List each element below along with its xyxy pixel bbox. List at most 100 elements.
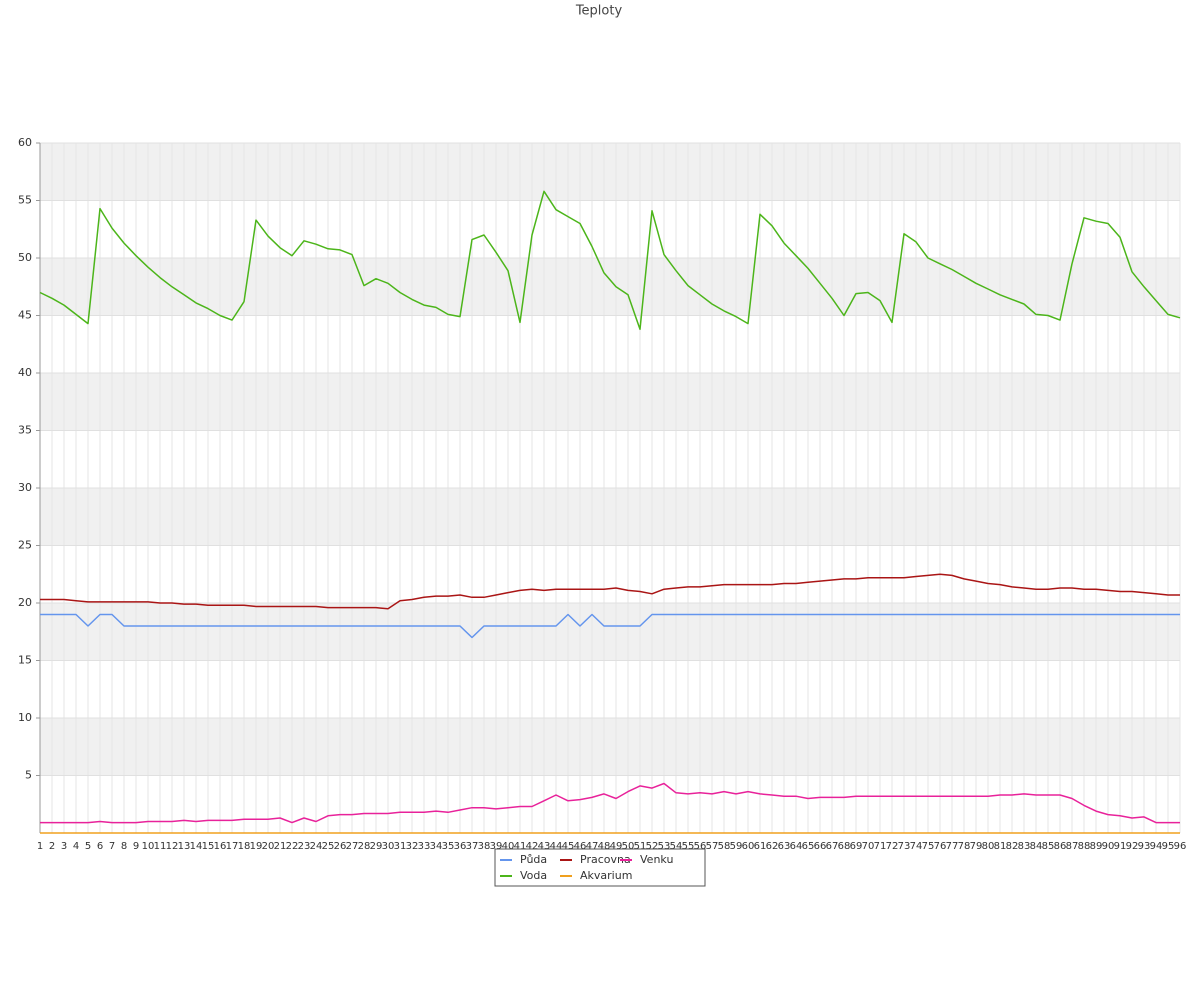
- grid-band: [40, 488, 1180, 546]
- x-tick-label: 47: [586, 841, 599, 852]
- y-tick-label: 60: [18, 136, 32, 149]
- x-tick-label: 24: [310, 841, 323, 852]
- x-tick-label: 50: [622, 841, 635, 852]
- y-tick-label: 40: [18, 366, 32, 379]
- x-tick-label: 58: [718, 841, 731, 852]
- x-tick-label: 63: [778, 841, 791, 852]
- legend-label: Venku: [640, 853, 673, 866]
- x-tick-label: 27: [346, 841, 359, 852]
- x-tick-label: 51: [634, 841, 647, 852]
- chart-title: Teploty: [575, 4, 623, 19]
- x-tick-label: 34: [430, 841, 443, 852]
- x-tick-label: 15: [202, 841, 215, 852]
- series-line: [40, 782, 1180, 824]
- x-tick-label: 92: [1126, 841, 1139, 852]
- x-tick-label: 79: [970, 841, 983, 852]
- x-tick-label: 41: [514, 841, 527, 852]
- x-tick-label: 46: [574, 841, 587, 852]
- x-tick-label: 23: [298, 841, 311, 852]
- x-tick-label: 57: [706, 841, 719, 852]
- x-tick-label: 36: [454, 841, 467, 852]
- x-tick-label: 13: [178, 841, 191, 852]
- x-tick-label: 25: [322, 841, 335, 852]
- x-tick-label: 52: [646, 841, 659, 852]
- x-tick-label: 8: [121, 841, 127, 852]
- x-tick-label: 11: [154, 841, 167, 852]
- grid-band: [40, 258, 1180, 316]
- x-tick-label: 4: [73, 841, 79, 852]
- x-tick-label: 72: [886, 841, 899, 852]
- y-tick-label: 30: [18, 481, 32, 494]
- x-tick-label: 39: [490, 841, 503, 852]
- legend-label: Půda: [520, 853, 547, 866]
- x-tick-label: 32: [406, 841, 419, 852]
- x-tick-label: 77: [946, 841, 959, 852]
- x-tick-label: 95: [1162, 841, 1175, 852]
- x-tick-label: 45: [562, 841, 575, 852]
- x-tick-label: 29: [370, 841, 383, 852]
- grid-band: [40, 143, 1180, 201]
- x-tick-label: 76: [934, 841, 947, 852]
- x-tick-label: 60: [742, 841, 755, 852]
- x-tick-label: 54: [670, 841, 683, 852]
- x-tick-label: 43: [538, 841, 551, 852]
- y-tick-label: 55: [18, 194, 32, 207]
- legend-label: Akvarium: [580, 869, 632, 882]
- x-tick-label: 88: [1078, 841, 1091, 852]
- legend: Půda Voda Pracovna Akvarium Venku: [500, 853, 673, 882]
- x-tick-label: 68: [838, 841, 851, 852]
- x-tick-label: 12: [166, 841, 179, 852]
- x-tick-label: 5: [85, 841, 91, 852]
- x-tick-label: 78: [958, 841, 971, 852]
- x-tick-label: 7: [109, 841, 115, 852]
- x-tick-label: 84: [1030, 841, 1043, 852]
- x-tick-label: 31: [394, 841, 407, 852]
- series-line: [39, 190, 1181, 331]
- x-tick-label: 10: [142, 841, 155, 852]
- y-tick-label: 50: [18, 251, 32, 264]
- series-line: [40, 613, 1180, 639]
- x-tick-label: 69: [850, 841, 863, 852]
- horizontal-grid: 5 10 15 20 25 30 35 40 45 50 55 60: [18, 136, 1180, 782]
- x-tick-label: 93: [1138, 841, 1151, 852]
- x-tick-label: 71: [874, 841, 887, 852]
- x-tick-label: 89: [1090, 841, 1103, 852]
- x-tick-label: 75: [922, 841, 935, 852]
- x-tick-label: 9: [133, 841, 139, 852]
- x-tick-label: 22: [286, 841, 299, 852]
- x-tick-label: 59: [730, 841, 743, 852]
- x-tick-label: 19: [250, 841, 263, 852]
- legend-label: Pracovna: [580, 853, 631, 866]
- x-tick-label: 81: [994, 841, 1007, 852]
- y-tick-label: 10: [18, 711, 32, 724]
- x-tick-label: 56: [694, 841, 707, 852]
- x-tick-label: 21: [274, 841, 287, 852]
- x-tick-label: 55: [682, 841, 695, 852]
- x-tick-label: 16: [214, 841, 227, 852]
- x-tick-label: 80: [982, 841, 995, 852]
- x-tick-label: 83: [1018, 841, 1031, 852]
- x-tick-label: 48: [598, 841, 611, 852]
- x-tick-label: 37: [466, 841, 479, 852]
- x-tick-label: 18: [238, 841, 251, 852]
- y-tick-label: 25: [18, 539, 32, 552]
- y-tick-label: 20: [18, 596, 32, 609]
- x-tick-label: 53: [658, 841, 671, 852]
- x-tick-label: 28: [358, 841, 371, 852]
- grid-band: [40, 718, 1180, 776]
- x-tick-label: 73: [898, 841, 911, 852]
- x-tick-label: 86: [1054, 841, 1067, 852]
- x-tick-label: 74: [910, 841, 923, 852]
- legend-box: [494, 848, 706, 887]
- x-labels: 1 2 3 4 5 6 7 8 9 10 11 12 13 14 15 16 17 18 19 20 21 22 23 24 2…: [37, 841, 1187, 852]
- x-tick-label: 40: [502, 841, 515, 852]
- x-tick-label: 6: [97, 841, 103, 852]
- grid-band: [40, 373, 1180, 431]
- legend-label: Voda: [520, 869, 547, 882]
- x-tick-label: 33: [418, 841, 431, 852]
- x-tick-label: 82: [1006, 841, 1019, 852]
- x-tick-label: 61: [754, 841, 767, 852]
- x-tick-label: 30: [382, 841, 395, 852]
- series-line: [40, 573, 1180, 610]
